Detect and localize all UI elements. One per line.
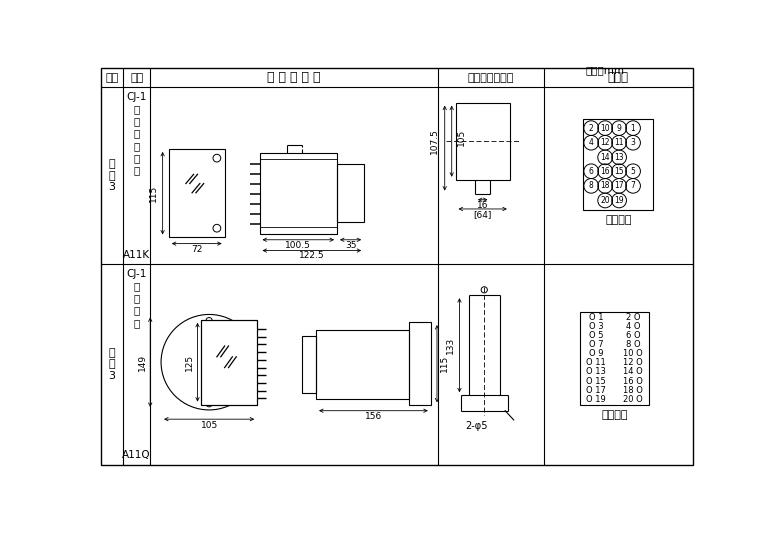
Bar bbox=[316, 330, 409, 399]
Text: 10 O: 10 O bbox=[623, 349, 643, 358]
Bar bbox=[580, 312, 649, 404]
Text: 15: 15 bbox=[615, 167, 624, 175]
Text: 结构: 结构 bbox=[130, 73, 143, 83]
Text: 接: 接 bbox=[134, 153, 140, 163]
Bar bbox=[201, 320, 257, 404]
Text: O 13: O 13 bbox=[586, 368, 606, 377]
Text: 端子图: 端子图 bbox=[608, 71, 628, 84]
Text: 附
图
3: 附 图 3 bbox=[108, 348, 115, 381]
Text: 20: 20 bbox=[601, 196, 610, 205]
Text: 后: 后 bbox=[134, 141, 140, 151]
Text: 4 O: 4 O bbox=[626, 322, 640, 331]
Text: CJ-1: CJ-1 bbox=[126, 269, 147, 279]
Text: O 17: O 17 bbox=[586, 386, 606, 395]
Text: O 15: O 15 bbox=[586, 377, 606, 386]
Text: O 9: O 9 bbox=[588, 349, 603, 358]
Text: 17: 17 bbox=[615, 181, 624, 190]
Text: 嵌: 嵌 bbox=[134, 104, 140, 114]
Text: 156: 156 bbox=[365, 411, 382, 421]
Text: 16: 16 bbox=[477, 201, 488, 210]
Text: 6: 6 bbox=[589, 167, 594, 175]
Text: CJ-1: CJ-1 bbox=[126, 91, 147, 102]
Text: 1: 1 bbox=[631, 124, 635, 133]
Text: O 11: O 11 bbox=[586, 358, 606, 368]
Text: 100.5: 100.5 bbox=[286, 241, 311, 250]
Bar bbox=[409, 322, 431, 406]
Text: 14 O: 14 O bbox=[623, 368, 643, 377]
Text: 18 O: 18 O bbox=[623, 386, 643, 395]
Text: 10: 10 bbox=[601, 124, 610, 133]
Text: 单位：mm: 单位：mm bbox=[585, 65, 624, 75]
Text: A11K: A11K bbox=[123, 250, 150, 260]
Text: 13: 13 bbox=[615, 153, 624, 162]
Text: 板: 板 bbox=[134, 281, 140, 291]
Text: O 1: O 1 bbox=[588, 313, 603, 322]
Text: 安装开孔尺寸图: 安装开孔尺寸图 bbox=[467, 73, 514, 83]
Text: 6 O: 6 O bbox=[625, 331, 640, 340]
Text: 2 O: 2 O bbox=[626, 313, 640, 322]
Text: 115: 115 bbox=[440, 355, 449, 372]
Text: 图号: 图号 bbox=[105, 73, 118, 83]
Text: 105: 105 bbox=[457, 129, 466, 146]
Text: A11Q: A11Q bbox=[122, 450, 151, 460]
Text: O 5: O 5 bbox=[588, 331, 603, 340]
Text: 8: 8 bbox=[589, 181, 594, 190]
Text: 式: 式 bbox=[134, 128, 140, 139]
Text: 接: 接 bbox=[134, 305, 140, 316]
Text: 16: 16 bbox=[601, 167, 610, 175]
Text: 前: 前 bbox=[134, 293, 140, 303]
Bar bbox=[259, 153, 337, 234]
Text: 4: 4 bbox=[589, 138, 594, 147]
Text: 11: 11 bbox=[615, 138, 624, 147]
Bar bbox=[337, 164, 364, 222]
Bar bbox=[169, 149, 224, 238]
Text: 3: 3 bbox=[631, 138, 635, 147]
Text: 16 O: 16 O bbox=[623, 377, 643, 386]
Text: O 19: O 19 bbox=[586, 395, 606, 403]
Text: [64]: [64] bbox=[474, 210, 492, 219]
Text: 9: 9 bbox=[617, 124, 622, 133]
Text: （前视）: （前视） bbox=[601, 410, 628, 421]
Text: 107.5: 107.5 bbox=[430, 128, 439, 154]
Text: O 3: O 3 bbox=[588, 322, 603, 331]
Text: O 7: O 7 bbox=[588, 340, 603, 349]
Text: 122.5: 122.5 bbox=[299, 251, 324, 261]
Text: 线: 线 bbox=[134, 165, 140, 175]
Bar bbox=[584, 119, 653, 210]
Text: 线: 线 bbox=[134, 318, 140, 328]
Text: 附
图
3: 附 图 3 bbox=[108, 159, 115, 193]
Text: 149: 149 bbox=[138, 354, 147, 371]
Text: 72: 72 bbox=[191, 244, 203, 254]
Text: 外 形 尺 寸 图: 外 形 尺 寸 图 bbox=[267, 71, 320, 84]
Text: 2-φ5: 2-φ5 bbox=[465, 421, 488, 431]
Text: 133: 133 bbox=[446, 337, 454, 354]
Bar bbox=[456, 103, 510, 180]
Text: 14: 14 bbox=[601, 153, 610, 162]
Bar bbox=[201, 320, 257, 404]
Text: 105: 105 bbox=[200, 421, 217, 430]
Text: 35: 35 bbox=[344, 241, 356, 250]
Text: 125: 125 bbox=[184, 354, 194, 371]
Text: 入: 入 bbox=[134, 116, 140, 126]
Text: 12: 12 bbox=[601, 138, 610, 147]
Text: 12 O: 12 O bbox=[623, 358, 643, 368]
Text: 115: 115 bbox=[149, 185, 158, 202]
Text: 8 O: 8 O bbox=[625, 340, 640, 349]
Text: 7: 7 bbox=[631, 181, 635, 190]
Text: 18: 18 bbox=[601, 181, 610, 190]
Text: 19: 19 bbox=[615, 196, 624, 205]
Text: 5: 5 bbox=[631, 167, 635, 175]
Text: 20 O: 20 O bbox=[623, 395, 643, 403]
Bar bbox=[302, 336, 316, 393]
Text: 2: 2 bbox=[589, 124, 594, 133]
Text: （背视）: （背视） bbox=[605, 215, 632, 225]
